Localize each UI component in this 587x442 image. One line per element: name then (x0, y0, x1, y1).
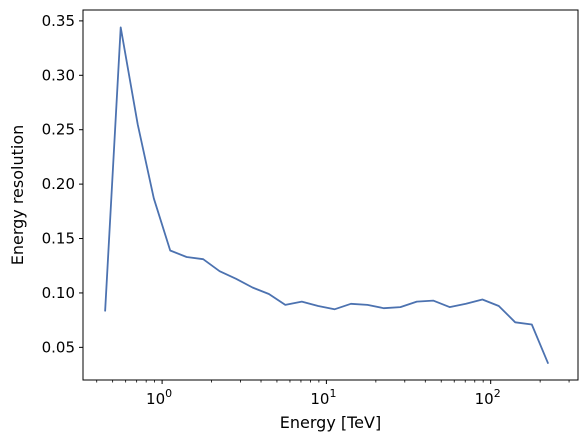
plot-frame (82, 9, 579, 381)
series-layer (104, 26, 550, 365)
y-tick-label: 0.25 (42, 121, 75, 139)
y-tick-label: 0.15 (42, 230, 75, 248)
y-tick-label: 0.35 (42, 12, 75, 30)
y-tick-label: 0.30 (42, 66, 75, 84)
x-tick-label: 102 (475, 387, 501, 408)
y-axis-label: Energy resolution (8, 125, 27, 266)
x-tick-exponent: 0 (165, 387, 172, 400)
x-tick-exponent: 1 (329, 387, 336, 400)
x-tick-label: 100 (146, 387, 172, 408)
x-tick-base: 10 (146, 390, 165, 408)
y-tick-label: 0.20 (42, 175, 75, 193)
x-tick-label: 101 (310, 387, 336, 408)
y-tick-label: 0.10 (42, 284, 75, 302)
x-tick-base: 10 (475, 390, 494, 408)
x-axis-ticks: 100 101 102 (96, 380, 570, 408)
x-tick-base: 10 (310, 390, 329, 408)
x-tick-exponent: 2 (494, 387, 501, 400)
y-axis-ticks: 0.05 0.10 0.15 0.20 0.25 0.30 0.35 (42, 12, 83, 356)
x-axis-label: Energy [TeV] (280, 413, 381, 432)
y-tick-label: 0.05 (42, 338, 75, 356)
series-line (104, 26, 550, 365)
